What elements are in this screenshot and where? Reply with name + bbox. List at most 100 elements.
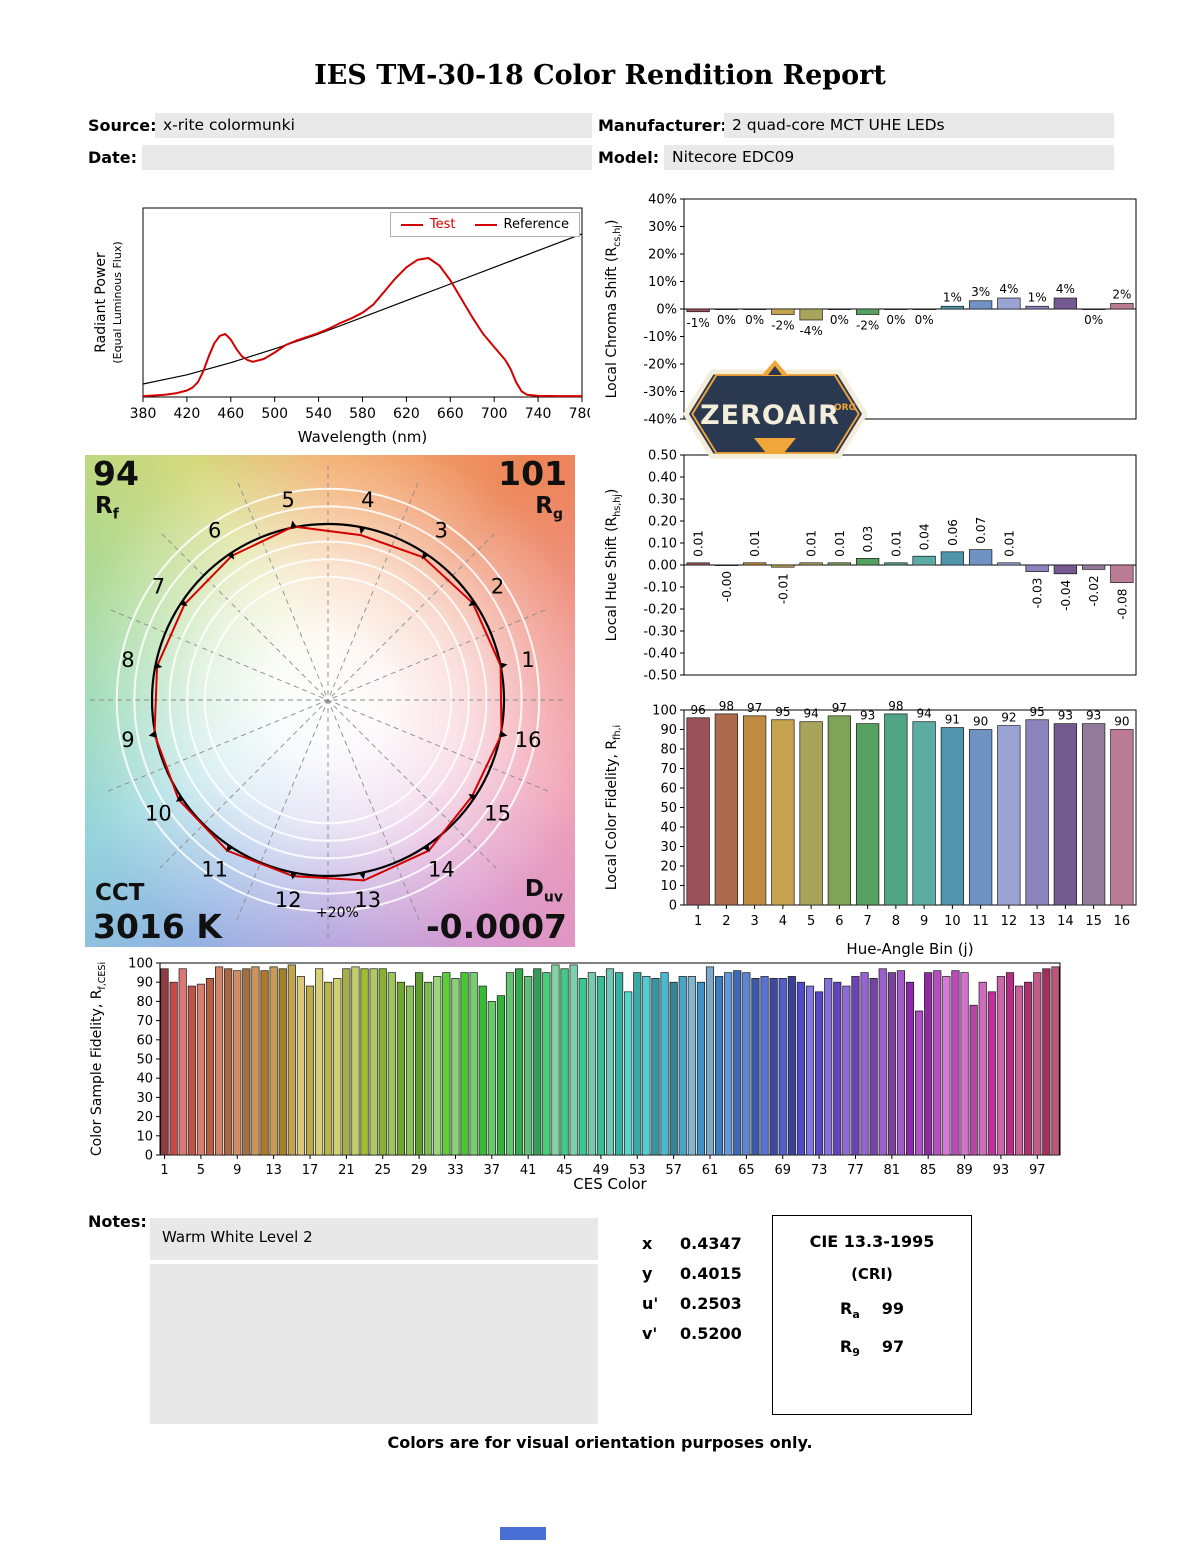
svg-text:20%: 20% [648,248,677,263]
svg-text:-2%: -2% [856,319,879,333]
svg-text:90: 90 [136,976,153,991]
duv-value: -0.0007 [425,907,567,946]
svg-text:97: 97 [1029,1163,1046,1178]
svg-text:0.01: 0.01 [805,530,819,557]
chromaticity-block: x 0.4347 y 0.4015 u' 0.2503 v' 0.5200 [642,1228,742,1348]
bottom-artifact [500,1527,546,1540]
svg-text:2: 2 [722,914,730,929]
svg-text:3: 3 [750,914,758,929]
page-title: IES TM-30-18 Color Rendition Report [314,60,886,91]
svg-text:-1%: -1% [686,316,709,330]
svg-text:540: 540 [305,406,332,422]
color-vector-graphic: +20% 1 2 3 4 5 6 7 8 9 10 11 12 13 14 15 16 94 Rf 101 Rg… [85,455,575,947]
svg-text:30: 30 [136,1091,153,1106]
svg-text:90: 90 [973,715,988,729]
svg-text:9: 9 [920,914,928,929]
svg-text:12: 12 [1001,914,1018,929]
svg-text:91: 91 [945,713,960,727]
svg-text:92: 92 [1001,711,1016,725]
svg-text:780: 780 [569,406,590,422]
source-value: x-rite colormunki [155,113,592,138]
svg-text:10: 10 [660,879,677,894]
svg-text:20: 20 [136,1110,153,1125]
svg-text:20: 20 [660,860,677,875]
svg-text:0%: 0% [1084,313,1103,327]
chromaticity-x-row: x 0.4347 [642,1233,742,1253]
svg-text:41: 41 [520,1163,537,1178]
svg-text:69: 69 [774,1163,791,1178]
svg-text:5: 5 [282,488,295,512]
svg-text:93: 93 [993,1163,1010,1178]
cct-label: CCT [95,880,145,906]
svg-text:97: 97 [832,701,847,715]
footer-note: Colors are for visual orientation purpos… [387,1433,813,1452]
source-label: Source: [88,116,157,135]
svg-text:11: 11 [972,914,989,929]
logo-org: ORG [834,403,856,413]
svg-text:-0.00: -0.00 [720,571,734,602]
svg-text:94: 94 [916,707,931,721]
svg-text:Local Hue Shift (Rhs,hj): Local Hue Shift (Rhs,hj) [604,489,623,642]
svg-text:460: 460 [217,406,244,422]
chromaticity-y-row: y 0.4015 [642,1263,742,1283]
svg-text:-0.50: -0.50 [643,669,677,684]
spectral-power-chart: Test Reference 380 420 460 500 540 580 620 660 7… [85,192,595,450]
model-value: Nitecore EDC09 [664,145,1114,170]
cri-box: CIE 13.3-1995 (CRI) Ra 99 R9 97 [772,1215,972,1415]
svg-text:0%: 0% [745,313,764,327]
cri-subtitle: (CRI) [851,1265,893,1283]
svg-text:-4%: -4% [799,324,822,338]
svg-text:2%: 2% [1112,288,1131,302]
svg-text:420: 420 [174,406,201,422]
svg-text:94: 94 [803,707,818,721]
rg-value: 101 [498,454,567,493]
svg-text:-0.10: -0.10 [643,581,677,596]
svg-text:0.07: 0.07 [974,517,988,544]
svg-text:57: 57 [665,1163,682,1178]
svg-text:Wavelength (nm): Wavelength (nm) [298,428,428,446]
svg-text:0.30: 0.30 [648,493,677,508]
svg-text:33: 33 [447,1163,464,1178]
manufacturer-value: 2 quad-core MCT UHE LEDs [724,113,1114,138]
svg-text:1%: 1% [1028,290,1047,304]
svg-text:10%: 10% [648,275,677,290]
svg-text:16: 16 [1114,914,1131,929]
svg-text:620: 620 [393,406,420,422]
duv-label: Duv [524,876,563,906]
svg-text:700: 700 [481,406,508,422]
local-chroma-shift-chart: 40% 30% 20% 10% 0% -10% -20% -30% -40% -1% 0% 0% -2%… [598,185,1143,430]
logo-tower-icon-inner [768,366,782,375]
svg-text:5: 5 [807,914,815,929]
svg-text:-30%: -30% [643,385,677,400]
legend-test-label: Test [429,217,456,232]
svg-text:100: 100 [128,957,153,972]
reference-line-swatch [474,223,497,226]
svg-text:0%: 0% [830,313,849,327]
svg-text:3%: 3% [971,285,990,299]
svg-text:500: 500 [261,406,288,422]
svg-text:5: 5 [197,1163,205,1178]
svg-text:70: 70 [136,1014,153,1029]
notes-extra-box [150,1264,598,1424]
svg-text:4: 4 [779,914,787,929]
svg-text:60: 60 [660,782,677,797]
svg-text:80: 80 [136,995,153,1010]
rg-label: Rg [535,493,563,523]
svg-text:0.00: 0.00 [648,559,677,574]
svg-text:30: 30 [660,840,677,855]
svg-text:73: 73 [811,1163,828,1178]
svg-text:4%: 4% [1056,282,1075,296]
test-line-swatch [400,223,423,226]
svg-text:77: 77 [847,1163,864,1178]
svg-text:7: 7 [152,575,165,599]
svg-text:40: 40 [136,1072,153,1087]
svg-text:0%: 0% [915,313,934,327]
date-label: Date: [88,148,137,167]
logo-name: ZEROAIR [700,400,840,431]
svg-text:Color Sample Fidelity, Rf,CESi: Color Sample Fidelity, Rf,CESi [89,962,108,1156]
svg-text:0.01: 0.01 [748,530,762,557]
svg-text:60: 60 [136,1033,153,1048]
model-label: Model: [598,148,660,167]
svg-text:98: 98 [719,699,734,713]
svg-text:30%: 30% [648,220,677,235]
